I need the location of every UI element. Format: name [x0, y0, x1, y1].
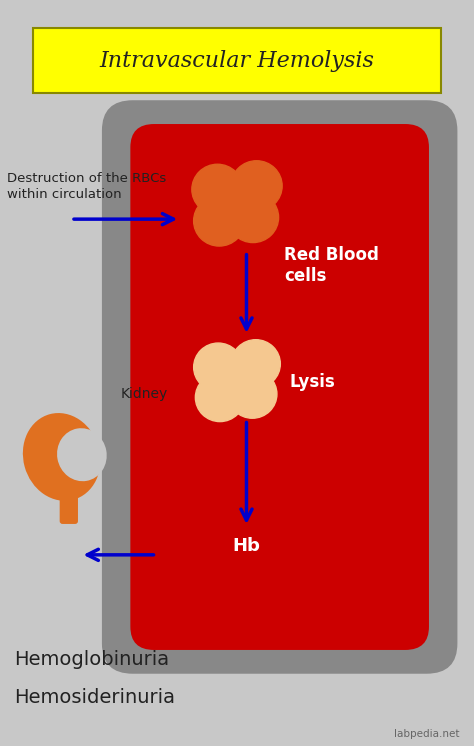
Text: Hemosiderinuria: Hemosiderinuria: [14, 688, 175, 706]
Text: Lysis: Lysis: [289, 373, 335, 392]
Text: labpedia.net: labpedia.net: [394, 730, 460, 739]
Circle shape: [194, 195, 245, 246]
Text: Hemoglobinuria: Hemoglobinuria: [14, 651, 169, 669]
Circle shape: [231, 339, 280, 388]
FancyBboxPatch shape: [130, 124, 429, 650]
Circle shape: [228, 370, 277, 419]
Circle shape: [192, 164, 243, 215]
Text: Hb: Hb: [233, 536, 260, 554]
Circle shape: [195, 373, 245, 421]
Text: Intravascular Hemolysis: Intravascular Hemolysis: [100, 50, 374, 72]
Text: Kidney: Kidney: [121, 387, 168, 401]
FancyBboxPatch shape: [60, 470, 78, 524]
Circle shape: [231, 160, 282, 211]
Ellipse shape: [57, 428, 107, 481]
Circle shape: [194, 343, 243, 392]
Text: Red Blood
cells: Red Blood cells: [284, 246, 379, 285]
FancyBboxPatch shape: [33, 28, 441, 93]
Text: Destruction of the RBCs
within circulation: Destruction of the RBCs within circulati…: [7, 172, 166, 201]
Ellipse shape: [23, 413, 100, 501]
Circle shape: [228, 192, 279, 242]
FancyBboxPatch shape: [102, 100, 457, 674]
